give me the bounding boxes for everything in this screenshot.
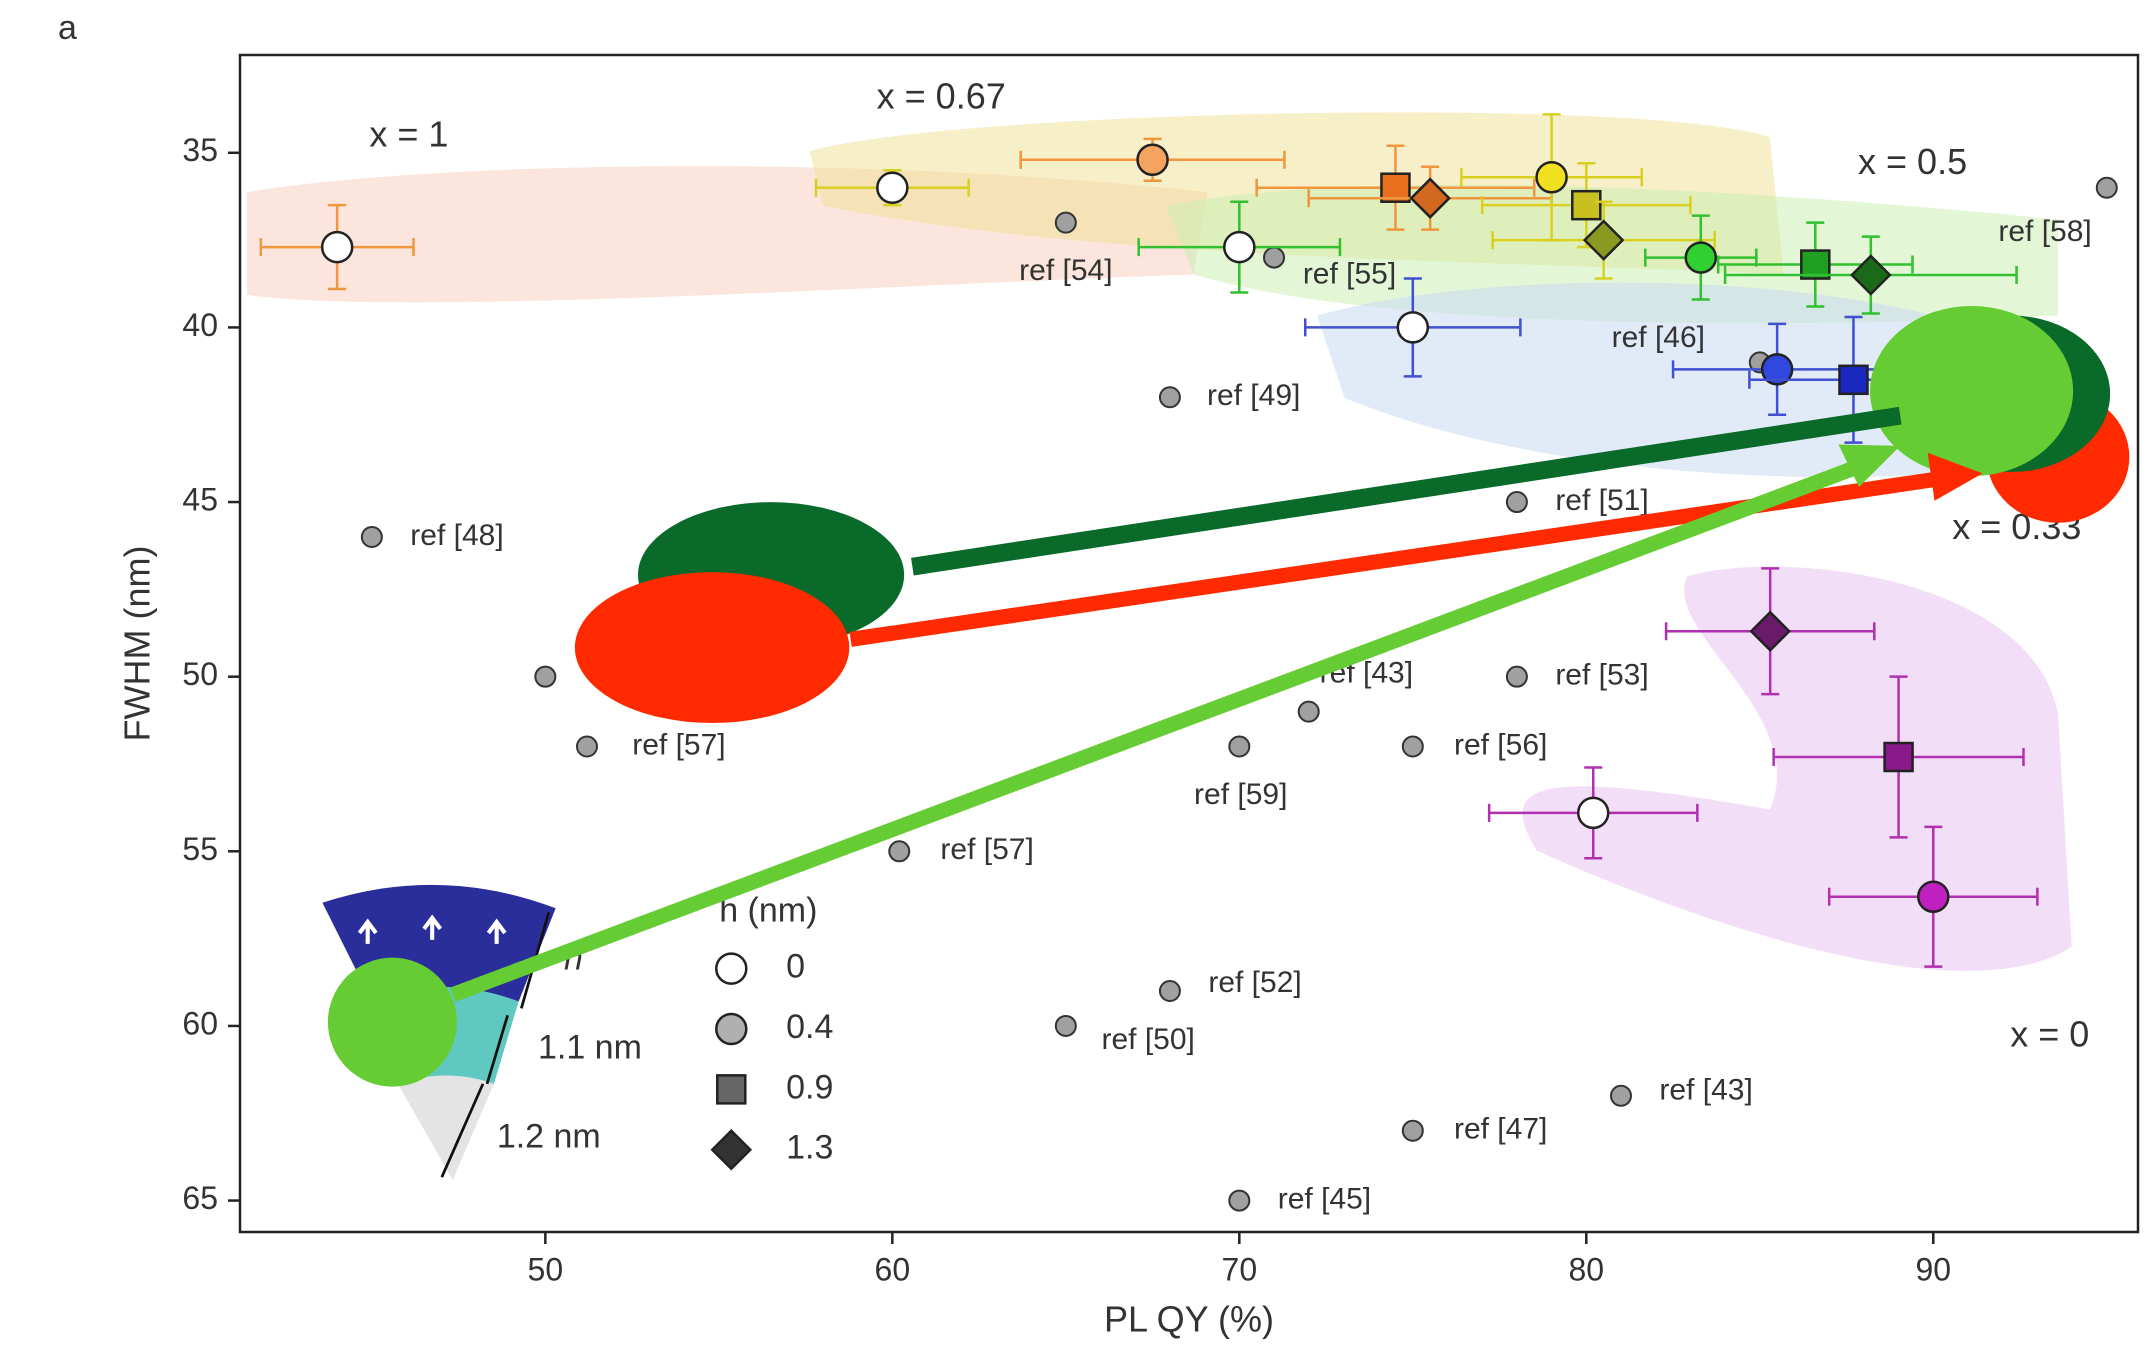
reference-label: ref [56]	[1454, 728, 1547, 761]
series-label: x = 0.67	[877, 75, 1006, 116]
inset-label: 1.1 nm	[538, 1029, 642, 1067]
x-axis-label: PL QY (%)	[1104, 1299, 1274, 1340]
legend-marker	[716, 1014, 746, 1044]
reference-label: ref [52]	[1208, 966, 1301, 999]
point	[877, 173, 907, 203]
point	[1398, 312, 1428, 342]
x-tick-label: 80	[1568, 1251, 1604, 1287]
reference-point	[535, 667, 555, 687]
reference-label: ref [57]	[632, 728, 725, 761]
reference-label: ref [47]	[1454, 1113, 1547, 1146]
x-tick-label: 60	[875, 1251, 911, 1287]
reference-label: ref [58]	[1998, 215, 2091, 248]
reference-point	[1056, 1016, 1076, 1036]
reference-label: ref [51]	[1555, 484, 1648, 517]
highlight-ellipse	[1870, 306, 2073, 476]
point	[1138, 145, 1168, 175]
point	[1885, 743, 1913, 771]
chart: a 50 60 70 80 90 35 40 45 50 55 60 65 PL QY (%) FWHM …	[0, 0, 2146, 1346]
point	[1839, 366, 1867, 394]
y-tick-label: 35	[182, 132, 218, 168]
reference-point	[1403, 1121, 1423, 1141]
reference-point	[889, 841, 909, 861]
reference-point	[1403, 737, 1423, 757]
x-tick-label: 50	[528, 1251, 564, 1287]
legend-label: 0.4	[786, 1008, 833, 1046]
point	[1918, 882, 1948, 912]
reference-point	[1160, 387, 1180, 407]
reference-point	[362, 527, 382, 547]
x-tick-label: 70	[1222, 1251, 1258, 1287]
reference-point	[1611, 1086, 1631, 1106]
point	[1537, 162, 1567, 192]
reference-point	[1507, 492, 1527, 512]
reference-label: ref [46]	[1612, 321, 1705, 354]
point	[1686, 243, 1716, 273]
series-label: x = 0	[2010, 1014, 2089, 1055]
reference-point	[577, 737, 597, 757]
series-label: x = 1	[369, 114, 448, 155]
y-tick-label: 60	[182, 1005, 218, 1041]
y-tick-label: 40	[182, 307, 218, 343]
point	[1572, 191, 1600, 219]
reference-label: ref [45]	[1278, 1182, 1371, 1215]
y-tick-label: 55	[182, 831, 218, 867]
reference-point	[1056, 213, 1076, 233]
x-tick-label: 90	[1915, 1251, 1951, 1287]
reference-label: ref [59]	[1194, 778, 1287, 811]
y-tick-label: 50	[182, 656, 218, 692]
legend-marker	[717, 1075, 745, 1103]
y-tick-label: 45	[182, 482, 218, 518]
legend-label: 0.9	[786, 1068, 833, 1106]
y-axis-label: FWHM (nm)	[117, 546, 158, 742]
reference-point	[1299, 702, 1319, 722]
point	[1578, 798, 1608, 828]
point	[322, 232, 352, 262]
legend-marker	[716, 954, 746, 984]
reference-point	[1160, 981, 1180, 1001]
reference-label: ref [43]	[1659, 1074, 1752, 1107]
legend-label: 0	[786, 948, 805, 986]
reference-point	[1229, 737, 1249, 757]
reference-point	[2097, 178, 2117, 198]
inset-label: 1.2 nm	[497, 1118, 601, 1156]
reference-label: ref [54]	[1019, 254, 1112, 287]
reference-label: ref [55]	[1303, 257, 1396, 290]
reference-label: ref [48]	[410, 519, 503, 552]
highlight-circle	[328, 958, 457, 1087]
reference-label: ref [50]	[1101, 1023, 1194, 1056]
reference-point	[1229, 1191, 1249, 1211]
y-tick-label: 65	[182, 1180, 218, 1216]
panel-label: a	[58, 9, 77, 47]
reference-label: ref [57]	[940, 833, 1033, 866]
series-label: x = 0.5	[1858, 141, 1967, 182]
legend-label: 1.3	[786, 1129, 833, 1167]
reference-label: ref [53]	[1555, 659, 1648, 692]
highlight-ellipse	[575, 572, 849, 723]
reference-point	[1264, 248, 1284, 268]
reference-point	[1507, 667, 1527, 687]
reference-label: ref [49]	[1207, 379, 1300, 412]
point	[1224, 232, 1254, 262]
